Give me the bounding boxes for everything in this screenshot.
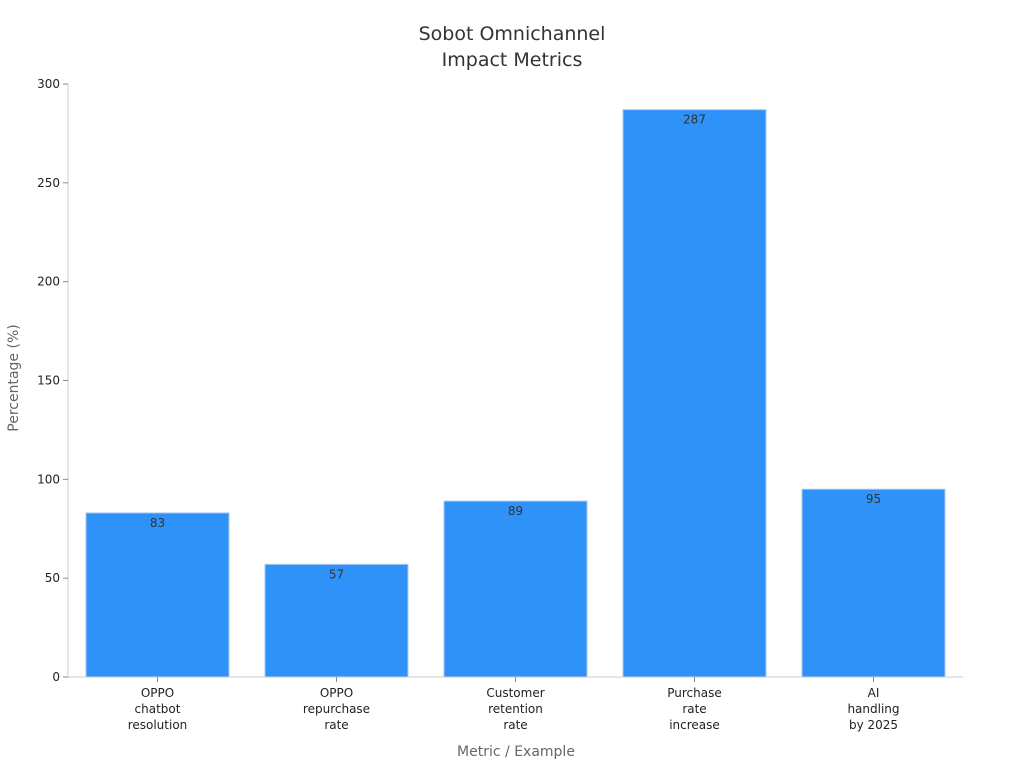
y-axis-title: Percentage (%) — [6, 324, 22, 431]
y-tick-label: 100 — [37, 472, 60, 486]
x-tick-label-line: Purchase — [667, 686, 722, 700]
bar-value-label: 287 — [683, 113, 706, 127]
y-tick-label: 0 — [52, 670, 60, 684]
y-tick-label: 250 — [37, 176, 60, 190]
x-tick-label-line: by 2025 — [849, 718, 898, 732]
x-axis-title: Metric / Example — [457, 744, 575, 760]
bar — [264, 563, 409, 678]
x-tick-label-line: repurchase — [303, 702, 370, 716]
bar — [443, 500, 588, 678]
x-tick-label: AI handling by 2025 — [847, 686, 899, 732]
y-tick-label: 150 — [37, 374, 60, 388]
x-tick-label-line: rate — [503, 718, 527, 732]
x-tick-label-line: Customer — [486, 686, 544, 700]
x-tick-label-line: OPPO — [141, 686, 174, 700]
x-tick-label-line: rate — [682, 702, 706, 716]
x-tick-label-line: AI — [868, 686, 880, 700]
x-tick-label-line: increase — [669, 718, 720, 732]
bars: 83 57 89 287 95 — [85, 109, 946, 678]
bar-value-label: 95 — [866, 492, 881, 506]
x-tick-label: OPPO repurchase rate — [303, 686, 370, 732]
x-tick-label-line: retention — [488, 702, 543, 716]
x-tick-label: Purchase rate increase — [667, 686, 722, 732]
x-axis: OPPOchatbotresolutionOPPOrepurchaserateC… — [68, 676, 963, 732]
x-tick-label: OPPO chatbot resolution — [128, 686, 188, 732]
x-tick-label-line: handling — [847, 702, 899, 716]
y-tick-label: 300 — [37, 77, 60, 91]
y-axis: 0 50 100 150 200 250 300 — [37, 77, 69, 684]
bar-value-label: 89 — [508, 504, 523, 518]
x-tick-label: Customer retention rate — [486, 686, 544, 732]
x-tick-label-line: rate — [324, 718, 348, 732]
bar — [85, 512, 230, 678]
chart-title-line-1: Sobot Omnichannel — [419, 23, 606, 45]
bar — [622, 109, 767, 678]
x-tick-label-line: resolution — [128, 718, 188, 732]
bar-value-label: 83 — [150, 516, 165, 530]
bar — [801, 488, 946, 678]
bar-value-label: 57 — [329, 567, 344, 581]
x-tick-label-line: chatbot — [135, 702, 181, 716]
y-tick-label: 50 — [45, 571, 60, 585]
chart-title-line-2: Impact Metrics — [442, 49, 583, 71]
chart-title: Sobot Omnichannel Impact Metrics — [419, 23, 606, 71]
x-tick-label-line: OPPO — [320, 686, 353, 700]
y-tick-label: 200 — [37, 275, 60, 289]
